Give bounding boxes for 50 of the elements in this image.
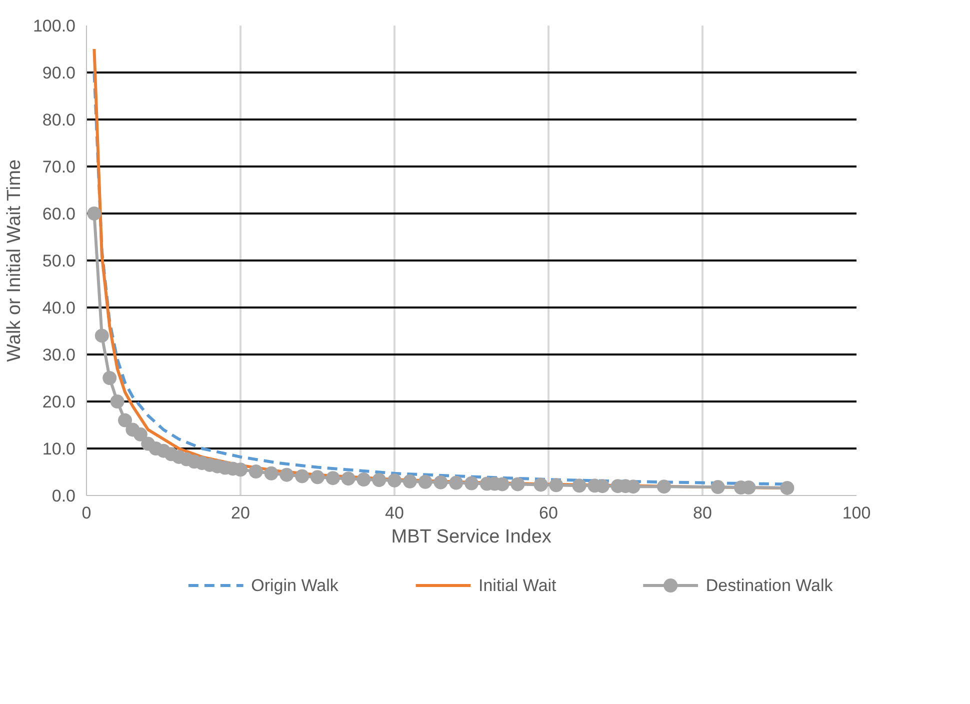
y-tick-label: 100.0 <box>32 16 76 36</box>
point <box>248 464 263 479</box>
x-tick-label: 0 <box>82 504 92 522</box>
y-tick-label: 0.0 <box>52 486 76 506</box>
point <box>326 471 340 486</box>
point <box>102 371 117 385</box>
point <box>434 475 448 490</box>
point <box>549 478 564 492</box>
legend-label: Origin Walk <box>251 576 339 595</box>
point <box>110 394 124 408</box>
point <box>534 478 548 492</box>
point <box>341 472 356 486</box>
x-tick-label: 40 <box>385 504 404 522</box>
point <box>780 480 794 495</box>
point <box>280 468 294 482</box>
point <box>388 473 402 488</box>
point <box>710 480 725 494</box>
point <box>118 413 132 428</box>
point <box>372 473 386 487</box>
x-tick-label: 20 <box>231 504 250 522</box>
point <box>87 206 102 220</box>
y-tick-label: 90.0 <box>42 64 76 82</box>
legend-label: Initial Wait <box>478 576 557 595</box>
point <box>418 474 432 489</box>
point <box>657 480 671 494</box>
point <box>449 476 464 490</box>
point <box>295 469 310 484</box>
y-tick-label: 10.0 <box>42 440 76 458</box>
y-tick-label: 40.0 <box>42 298 76 318</box>
x-tick-label: 80 <box>693 504 712 522</box>
y-tick-label: 20.0 <box>42 392 76 412</box>
y-tick-label: 80.0 <box>42 110 76 130</box>
point <box>133 427 148 442</box>
point <box>402 474 417 488</box>
point <box>94 328 109 343</box>
point <box>356 472 371 487</box>
legend-label: Destination Walk <box>706 576 834 595</box>
x-axis-title: MBT Service Index <box>391 526 552 548</box>
y-tick-label: 30.0 <box>42 346 76 364</box>
point <box>464 476 478 490</box>
point <box>572 478 586 493</box>
y-tick-label: 70.0 <box>42 158 76 176</box>
point <box>264 466 278 480</box>
x-tick-label: 60 <box>539 504 558 522</box>
y-tick-label: 50.0 <box>42 252 76 270</box>
y-tick-label: 60.0 <box>42 204 76 224</box>
point <box>510 477 525 492</box>
point <box>310 470 324 484</box>
x-tick-label: 100 <box>842 504 871 522</box>
y-axis-title: Walk or Initial Wait Time <box>4 159 25 362</box>
